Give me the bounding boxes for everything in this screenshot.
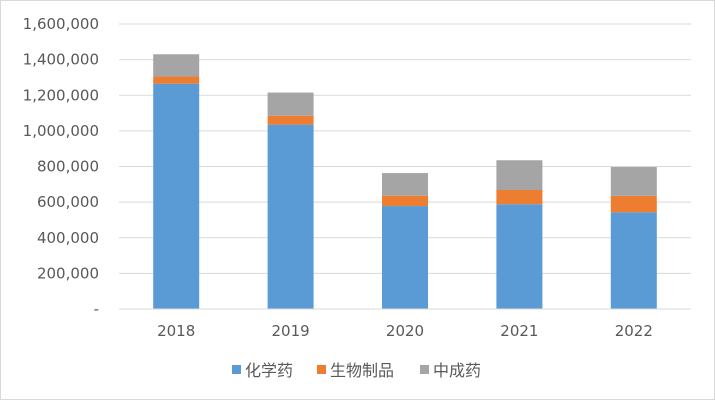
bar-segment: [610, 195, 657, 213]
bar-segment: [610, 167, 657, 196]
legend-label: 中成药: [433, 361, 481, 380]
legend: 化学药 生物制品 中成药: [232, 361, 481, 380]
y-tick-label: -: [94, 300, 99, 318]
y-axis-ticks: - 200,000 400,000 600,000 800,000 1,000,000 1,…: [23, 15, 99, 318]
bar-segment: [267, 92, 314, 116]
legend-swatch: [420, 365, 429, 374]
y-tick-label: 1,000,000: [23, 122, 99, 140]
x-axis-ticks: 2018 2019 2020 2021 2022: [157, 322, 653, 340]
bars: [153, 54, 657, 309]
x-tick-label: 2022: [615, 322, 653, 340]
bar-segment: [496, 190, 543, 205]
bar-segment: [610, 212, 657, 309]
y-tick-label: 1,400,000: [23, 51, 99, 69]
bar-segment: [153, 83, 200, 309]
bar-segment: [153, 54, 200, 77]
bar-segment: [153, 76, 200, 84]
bar-segment: [382, 173, 428, 196]
bar-segment: [382, 195, 428, 207]
y-tick-label: 1,600,000: [23, 15, 99, 33]
legend-label: 生物制品: [330, 361, 394, 380]
legend-swatch: [317, 365, 326, 374]
bar-segment: [267, 124, 314, 309]
y-tick-label: 400,000: [37, 229, 99, 247]
x-tick-label: 2020: [386, 322, 424, 340]
x-tick-label: 2021: [500, 322, 538, 340]
bar-segment: [496, 160, 543, 191]
y-tick-label: 600,000: [37, 193, 99, 211]
bar-segment: [496, 204, 543, 309]
y-tick-label: 800,000: [37, 158, 99, 176]
x-tick-label: 2019: [272, 322, 310, 340]
x-tick-label: 2018: [157, 322, 195, 340]
y-tick-label: 200,000: [37, 264, 99, 282]
y-tick-label: 1,200,000: [23, 86, 99, 104]
legend-label: 化学药: [245, 361, 293, 380]
legend-swatch: [232, 365, 241, 374]
bar-segment: [267, 115, 314, 125]
bar-segment: [382, 206, 428, 309]
